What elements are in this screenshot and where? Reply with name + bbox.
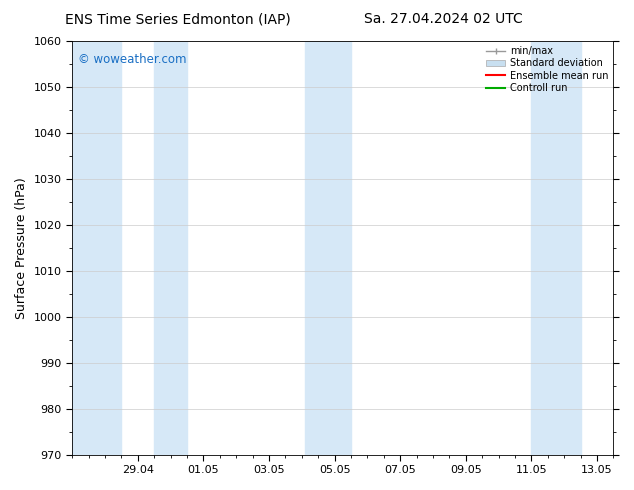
Bar — [72, 41, 121, 455]
Bar — [154, 41, 187, 455]
Text: ENS Time Series Edmonton (IAP): ENS Time Series Edmonton (IAP) — [65, 12, 290, 26]
Bar — [305, 41, 351, 455]
Bar — [531, 41, 581, 455]
Legend: min/max, Standard deviation, Ensemble mean run, Controll run: min/max, Standard deviation, Ensemble me… — [486, 46, 609, 93]
Text: Sa. 27.04.2024 02 UTC: Sa. 27.04.2024 02 UTC — [365, 12, 523, 26]
Y-axis label: Surface Pressure (hPa): Surface Pressure (hPa) — [15, 177, 28, 318]
Text: © woweather.com: © woweather.com — [77, 53, 186, 67]
